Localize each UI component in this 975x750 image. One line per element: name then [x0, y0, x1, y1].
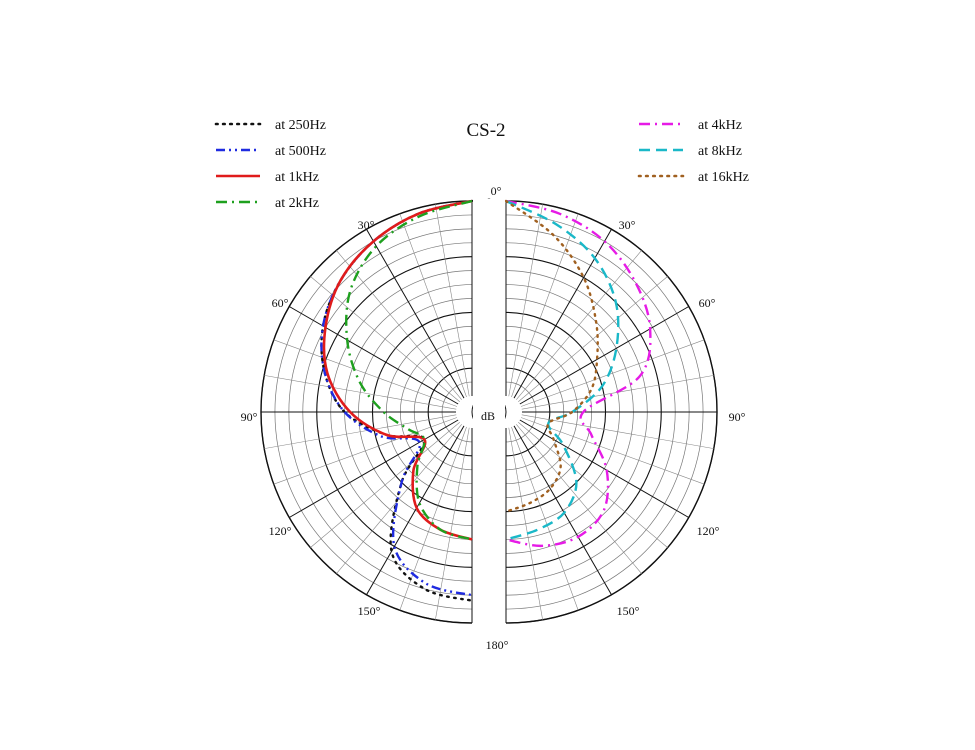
- angle-label: 60°: [272, 296, 289, 310]
- grid-spoke: [521, 414, 714, 449]
- grid-spoke: [435, 204, 470, 397]
- grid-spoke: [511, 426, 579, 611]
- angle-label: 150°: [617, 604, 640, 618]
- grid-spoke: [289, 419, 459, 518]
- series-line: [505, 199, 652, 548]
- grid-spoke: [516, 424, 642, 574]
- legend-label: at 8kHz: [698, 144, 742, 159]
- series-line: [504, 199, 599, 513]
- angle-label: 150°: [358, 604, 381, 618]
- grid-spoke: [520, 339, 705, 407]
- polar-grid: [260, 200, 718, 624]
- radial-unit-label: dB: [481, 409, 495, 423]
- grid-spoke: [310, 422, 460, 548]
- angle-label: 60°: [699, 296, 716, 310]
- chart-title: CS-2: [466, 120, 505, 141]
- grid-spoke: [511, 213, 579, 398]
- legend: at 250Hz at 500Hz at 1kHz at 2kHz at 4kHz at …: [214, 118, 749, 211]
- grid-spoke: [273, 417, 458, 485]
- grid-spoke: [336, 250, 462, 400]
- grid-spoke: [435, 427, 470, 620]
- legend-label: at 500Hz: [275, 144, 326, 159]
- angle-label: 30°: [358, 218, 375, 232]
- grid-spoke: [520, 417, 705, 485]
- grid-spoke: [508, 204, 543, 397]
- angle-label: 180°: [486, 638, 509, 652]
- center-hub: [473, 199, 505, 625]
- grid-spoke: [519, 419, 689, 518]
- grid-spoke: [273, 339, 458, 407]
- grid-spoke: [336, 424, 462, 574]
- grid-spoke: [264, 414, 457, 449]
- angle-label: 120°: [269, 524, 292, 538]
- grid-spoke: [399, 213, 467, 398]
- grid-spoke: [310, 276, 460, 402]
- grid-spoke: [519, 306, 689, 405]
- series-line: [505, 199, 620, 541]
- grid-spoke: [366, 229, 465, 399]
- legend-label: at 4kHz: [698, 118, 742, 133]
- angle-label: 0°: [491, 184, 502, 198]
- grid-spoke: [518, 422, 668, 548]
- legend-label: at 250Hz: [275, 118, 326, 133]
- angle-label: 90°: [241, 410, 258, 424]
- grid-spoke: [513, 425, 612, 595]
- grid-spoke: [516, 250, 642, 400]
- grid-spoke: [289, 306, 459, 405]
- legend-label: at 2kHz: [275, 196, 319, 211]
- legend-label: at 1kHz: [275, 170, 319, 185]
- angle-label: 120°: [697, 524, 720, 538]
- grid-spoke: [264, 375, 457, 410]
- legend-label: at 16kHz: [698, 170, 749, 185]
- grid-spoke: [508, 427, 543, 620]
- grid-spoke: [366, 425, 465, 595]
- angle-label: 30°: [619, 218, 636, 232]
- angle-label: 90°: [729, 410, 746, 424]
- series-line: [322, 199, 473, 541]
- grid-spoke: [518, 276, 668, 402]
